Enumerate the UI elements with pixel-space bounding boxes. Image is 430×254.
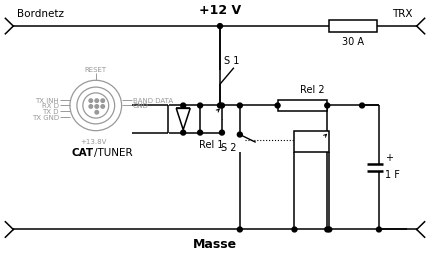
Text: RX D: RX D: [42, 103, 59, 109]
Circle shape: [325, 104, 330, 108]
Circle shape: [198, 131, 203, 135]
Circle shape: [327, 227, 332, 232]
Circle shape: [376, 227, 381, 232]
Circle shape: [101, 105, 104, 109]
Text: CAT: CAT: [72, 148, 94, 157]
Text: TX GND: TX GND: [32, 115, 59, 121]
Text: Bordnetz: Bordnetz: [17, 9, 64, 19]
Circle shape: [237, 133, 243, 137]
Text: GND: GND: [132, 103, 148, 109]
Circle shape: [198, 104, 203, 108]
Text: TX D: TX D: [43, 109, 59, 115]
Circle shape: [359, 104, 365, 108]
Circle shape: [95, 105, 98, 109]
Text: Rel 1: Rel 1: [199, 140, 223, 150]
Circle shape: [101, 100, 104, 103]
Circle shape: [181, 131, 186, 135]
Text: Rel 2: Rel 2: [300, 85, 325, 94]
Text: 30 A: 30 A: [342, 37, 364, 46]
Circle shape: [218, 104, 222, 108]
Circle shape: [89, 105, 92, 109]
Circle shape: [219, 104, 224, 108]
Text: +13.8V: +13.8V: [80, 139, 107, 145]
Circle shape: [325, 227, 330, 232]
Circle shape: [218, 25, 222, 29]
Circle shape: [237, 104, 243, 108]
Text: S 2: S 2: [221, 142, 237, 153]
Circle shape: [219, 131, 224, 135]
Text: BAND DATA: BAND DATA: [132, 97, 173, 103]
Text: Masse: Masse: [193, 237, 237, 250]
Text: TRX: TRX: [392, 9, 413, 19]
Bar: [278, 100, 327, 112]
Bar: [200, 106, 222, 133]
Circle shape: [95, 100, 98, 103]
Circle shape: [237, 227, 243, 232]
Text: RESET: RESET: [85, 66, 107, 72]
Text: +: +: [385, 152, 393, 162]
Text: /TUNER: /TUNER: [94, 148, 132, 157]
Text: TX INH: TX INH: [35, 97, 59, 103]
Circle shape: [89, 100, 92, 103]
Text: S 1: S 1: [224, 56, 240, 66]
Circle shape: [292, 227, 297, 232]
Bar: [295, 131, 329, 152]
Circle shape: [181, 104, 186, 108]
Circle shape: [95, 111, 98, 115]
Bar: [329, 21, 377, 33]
Circle shape: [275, 104, 280, 108]
Text: 1 F: 1 F: [385, 170, 400, 180]
Text: +12 V: +12 V: [199, 4, 241, 17]
